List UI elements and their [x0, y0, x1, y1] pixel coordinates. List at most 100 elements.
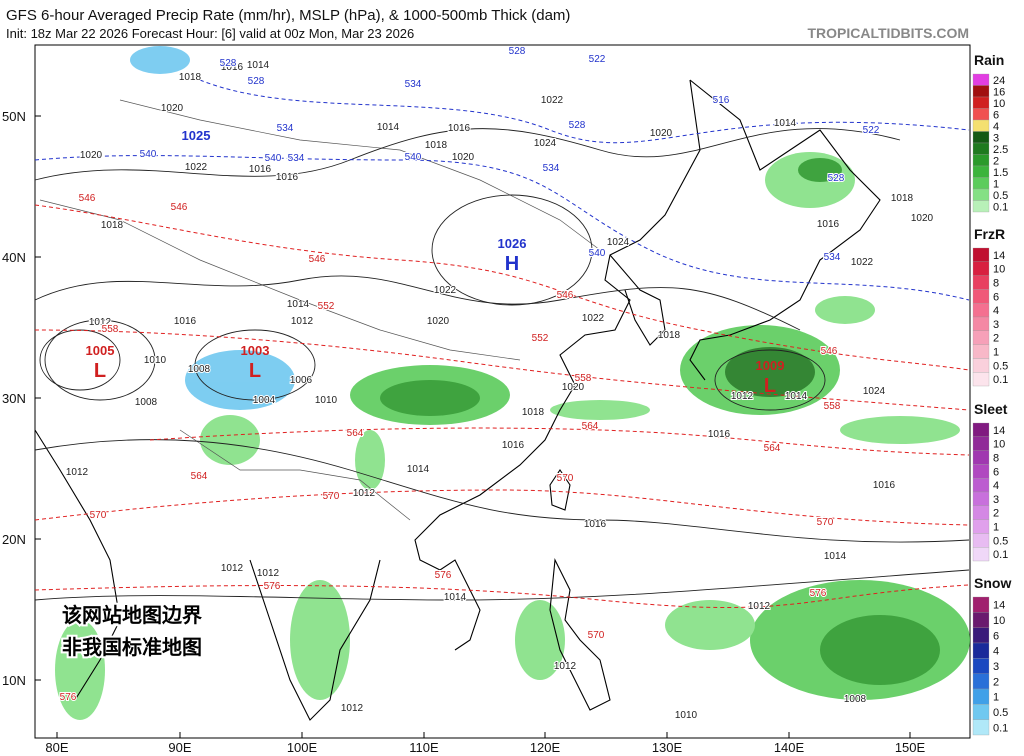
thickness-label: 540: [265, 153, 282, 164]
legend-label: 4: [993, 480, 999, 492]
legend-label: 0.5: [993, 535, 1008, 547]
thickness-label: 534: [543, 163, 560, 174]
isobar-label: 1022: [851, 257, 874, 268]
thickness-label: 576: [810, 588, 827, 599]
legend-swatch: [972, 596, 990, 613]
border: [39, 99, 601, 521]
pressure-letter: L: [249, 360, 261, 382]
isobar-label: 1020: [452, 152, 475, 163]
isobar-label: 1016: [249, 164, 272, 175]
isobar-label: 1018: [101, 220, 124, 231]
precip-area: [815, 296, 875, 324]
legend-swatch: [972, 627, 990, 644]
title: GFS 6-hour Averaged Precip Rate (mm/hr),…: [6, 7, 570, 24]
precip-area: [380, 380, 480, 416]
legend-swatch: [972, 303, 990, 318]
isobar: [34, 439, 970, 543]
thickness-label: 522: [863, 125, 880, 136]
legend-swatch: [972, 275, 990, 290]
isobar-label: 1020: [562, 382, 585, 393]
notice-text: 非我国标准地图: [62, 635, 202, 659]
legend-label: 1: [993, 347, 999, 359]
legend-label: 6: [993, 291, 999, 303]
thickness-label: 534: [288, 153, 305, 164]
isobar-label: 1016: [584, 519, 607, 530]
thickness-label: 516: [713, 95, 730, 106]
thickness-label: 576: [60, 692, 77, 703]
coastline: [549, 558, 611, 711]
legend-swatch: [972, 436, 990, 451]
precip-area: [355, 430, 385, 490]
isobar-label: 1014: [774, 118, 797, 129]
legend-label: 4: [993, 121, 999, 133]
legend-title: Sleet: [974, 401, 1008, 417]
isobar-label: 1012: [748, 601, 771, 612]
legend-label: 0.1: [993, 201, 1008, 213]
thickness-label: 576: [435, 570, 452, 581]
isobar-label: 1012: [89, 317, 112, 328]
legend-swatch: [972, 142, 990, 155]
thickness-label: 528: [569, 120, 586, 131]
thickness-label: 528: [220, 58, 237, 69]
legend-swatch: [972, 533, 990, 548]
legend-swatch: [972, 96, 990, 109]
isobar-label: 1022: [434, 285, 457, 296]
legend-label: 14: [993, 600, 1005, 612]
pressure-value: 1025: [182, 128, 211, 143]
isobar-label: 1014: [287, 299, 310, 310]
legend-swatch: [972, 165, 990, 178]
thickness-label: 552: [532, 333, 549, 344]
isobar-label: 1016: [708, 429, 731, 440]
legend-label: 1: [993, 178, 999, 190]
thickness-label: 540: [589, 248, 606, 259]
notice: 该网站地图边界 非我国标准地图: [60, 601, 204, 661]
pressure-letter: L: [764, 375, 776, 397]
lon-label: 80E: [45, 740, 68, 755]
lon-label: 130E: [652, 740, 683, 755]
isobar-label: 1014: [824, 551, 847, 562]
contours: [34, 79, 970, 608]
lon-label: 100E: [287, 740, 318, 755]
isobar-label: 1014: [407, 464, 430, 475]
isobar: [34, 128, 901, 181]
isobar-label: 1008: [844, 694, 867, 705]
isobar-label: 1010: [144, 355, 167, 366]
legend-swatch: [972, 289, 990, 304]
isobar-label: 1016: [873, 480, 896, 491]
isobar-label: 1016: [448, 123, 471, 134]
legend-swatch: [972, 673, 990, 690]
lon-label: 90E: [168, 740, 191, 755]
notice-text: 该网站地图边界: [62, 603, 202, 627]
isobar-label: 1014: [247, 60, 270, 71]
legend-label: 6: [993, 630, 999, 642]
legend-label: 0.1: [993, 374, 1008, 386]
precip-area: [550, 400, 650, 420]
isobar-label: 1018: [425, 140, 448, 151]
isobar-label: 1010: [315, 395, 338, 406]
legend-label: 10: [993, 439, 1005, 451]
legend-label: 1: [993, 692, 999, 704]
legend-label: 10: [993, 264, 1005, 276]
legend-label: 3: [993, 494, 999, 506]
thickness-label: 564: [582, 421, 599, 432]
thickness-label: 552: [318, 301, 335, 312]
precip-area: [290, 580, 350, 700]
isobar-label: 1014: [444, 592, 467, 603]
legend-label: 1.5: [993, 167, 1008, 179]
isobar-label: 1010: [675, 710, 698, 721]
legend-swatch: [972, 505, 990, 520]
legend-label: 0.5: [993, 707, 1008, 719]
isobar-label: 1016: [502, 440, 525, 451]
coastlines: [34, 79, 881, 721]
legend-swatch: [972, 422, 990, 437]
axes: 50N 40N 30N 20N 10N 80E 90E 100E 110E 120E 130E 140…: [2, 109, 926, 755]
isobar-label: 1012: [353, 488, 376, 499]
legend-label: 24: [993, 75, 1005, 87]
isobar-label: 1014: [785, 391, 808, 402]
legend-label: 14: [993, 425, 1005, 437]
isobar-label: 1012: [291, 316, 314, 327]
legend-label: 8: [993, 278, 999, 290]
pressure-value: 1009: [756, 358, 785, 373]
